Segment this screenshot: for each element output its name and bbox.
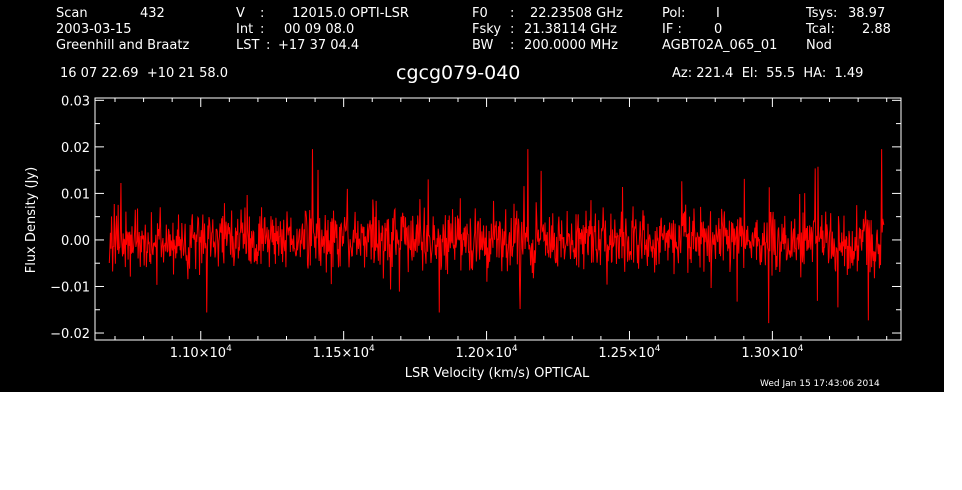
if-value: 0 (714, 22, 723, 37)
plot-window: Scan 432 2003-03-15 Greenhill and Braatz … (0, 0, 944, 392)
x-tick-label: 1.10×104 (170, 344, 232, 361)
int-row: Int:00 09 08.0 (236, 22, 355, 37)
int-label: Int (236, 22, 254, 37)
lst-label: LST (236, 38, 260, 53)
tcal-row: Tcal: 2.88 (806, 22, 891, 38)
int-value: 00 09 08.0 (284, 22, 355, 37)
tsys-row: Tsys: 38.97 (806, 6, 885, 22)
source-coords: 16 07 22.69 +10 21 58.0 (60, 66, 229, 81)
source-name: cgcg079-040 (396, 62, 521, 84)
y-tick-label: −0.02 (50, 327, 90, 342)
scan-value: 432 (140, 6, 165, 21)
y-tick-label: 0.02 (61, 141, 90, 156)
y-tick-label: 0.03 (61, 94, 90, 109)
bw-label: BW (472, 38, 494, 53)
f0-value: 22.23508 GHz (530, 6, 623, 21)
project-id: AGBT02A_065_01 (662, 38, 778, 53)
y-axis-title: Flux Density (Jy) (24, 167, 39, 273)
spectrum-line (108, 149, 885, 324)
spectrum-trace-layer (108, 149, 885, 324)
observer: Greenhill and Braatz (56, 38, 190, 53)
x-tick-label: 1.30×104 (741, 344, 803, 361)
x-axis-title: LSR Velocity (km/s) OPTICAL (405, 366, 590, 381)
velocity-value: 12015.0 OPTI-LSR (292, 6, 409, 21)
fsky-row: Fsky:21.38114 GHz (472, 22, 617, 37)
tsys-label: Tsys: (806, 6, 838, 21)
bw-value: 200.0000 MHz (524, 38, 618, 53)
fsky-label: Fsky (472, 22, 502, 37)
x-tick-label: 1.20×104 (456, 344, 518, 361)
y-tick-label: −0.01 (50, 280, 90, 295)
x-tick-label: 1.15×104 (313, 344, 375, 361)
axis-ticks (95, 98, 901, 340)
f0-row: F0:22.23508 GHz (472, 6, 623, 21)
timestamp: Wed Jan 15 17:43:06 2014 (760, 379, 880, 389)
fsky-value: 21.38114 GHz (524, 22, 617, 37)
plot-frame (94, 97, 902, 341)
y-tick-label: 0.01 (61, 187, 90, 202)
lst-row: LST: +17 37 04.4 (236, 38, 360, 53)
y-tick-label: 0.00 (61, 234, 90, 249)
velocity-row: V:12015.0 OPTI-LSR (236, 6, 409, 21)
f0-label: F0 (472, 6, 488, 21)
scan-label: Scan (56, 6, 88, 21)
tick-labels: 1.10×104 1.15×104 1.20×104 1.25×104 1.30×104… (50, 94, 804, 361)
tcal-label: Tcal: (806, 22, 835, 37)
az-el-ha: Az: 221.4 El: 55.5 HA: 1.49 (672, 66, 864, 81)
scan-row: Scan 432 (56, 6, 165, 22)
pol-label: Pol: (662, 6, 686, 21)
tcal-value: 2.88 (862, 22, 891, 37)
pol-value: I (716, 6, 720, 21)
obs-mode: Nod (806, 38, 832, 53)
spectrum-chart: 1.10×104 1.15×104 1.20×104 1.25×104 1.30×104… (24, 94, 902, 381)
bw-row: BW:200.0000 MHz (472, 38, 618, 53)
if-row: IF : 0 (662, 22, 722, 38)
lst-value: +17 37 04.4 (278, 38, 360, 53)
x-tick-label: 1.25×104 (598, 344, 660, 361)
if-label: IF : (662, 22, 682, 37)
velocity-label: V (236, 6, 245, 21)
obs-date: 2003-03-15 (56, 22, 132, 37)
pol-row: Pol: I (662, 6, 720, 22)
tsys-value: 38.97 (848, 6, 886, 21)
